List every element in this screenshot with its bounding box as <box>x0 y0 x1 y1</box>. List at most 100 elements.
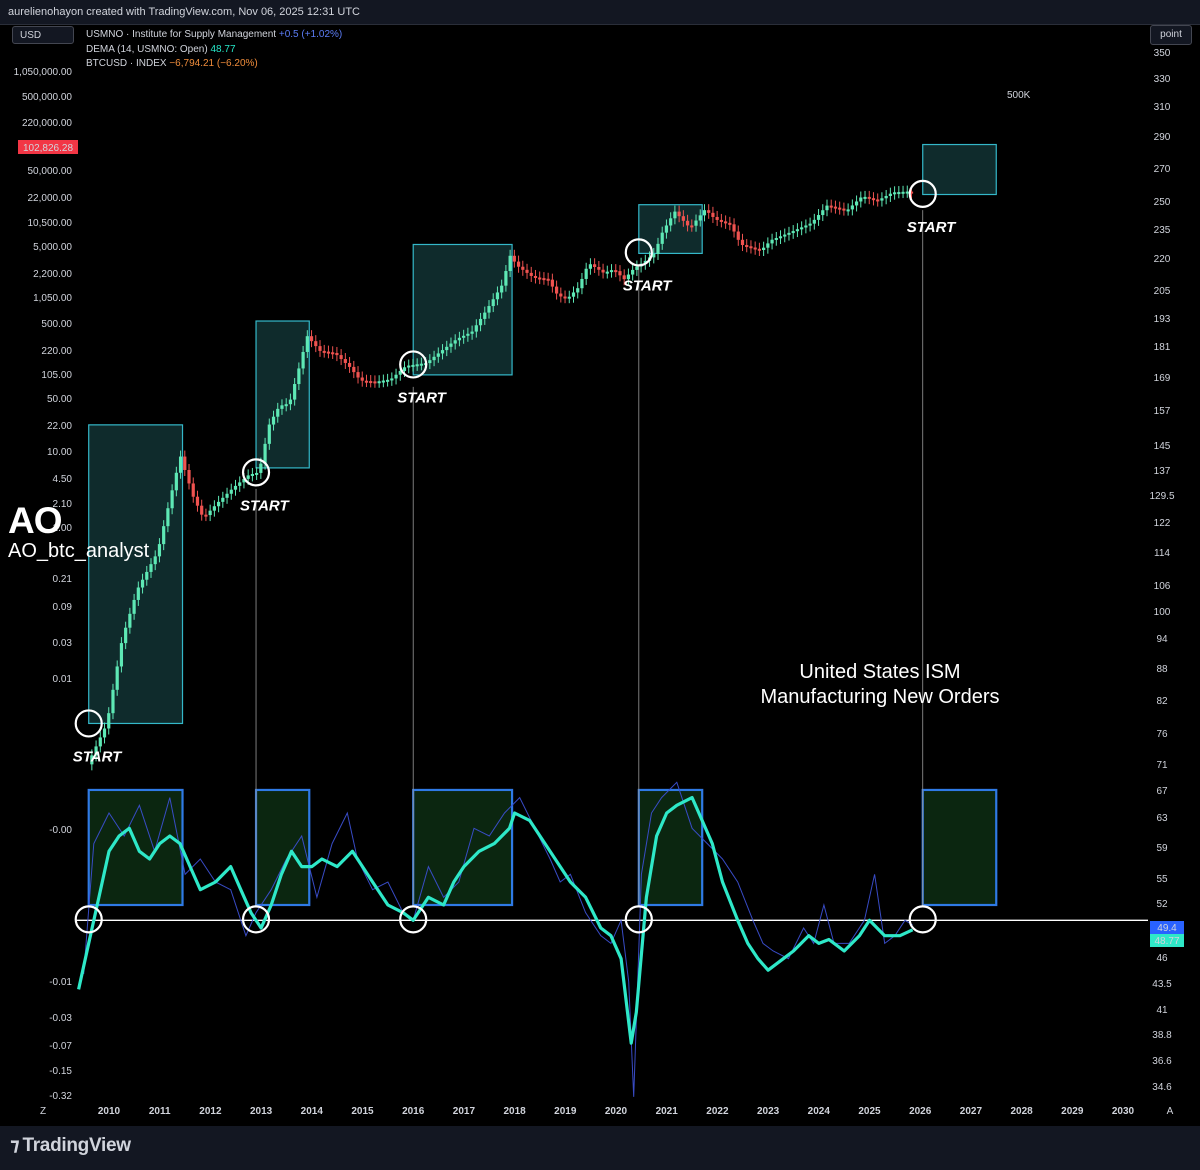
btc-candle-body <box>326 351 331 354</box>
btc-candle-body <box>466 333 470 336</box>
right-axis-tick-label: 330 <box>1154 74 1171 85</box>
btc-candle-body <box>136 587 140 600</box>
btc-candle-body <box>119 643 124 667</box>
btc-candle-body <box>453 340 457 344</box>
btc-candle-body <box>250 473 254 476</box>
legend-row-btc[interactable]: BTCUSD · INDEX −6,794.21 (−6.20%) <box>86 57 342 72</box>
footer-bar <box>0 1126 1200 1170</box>
legend-row-usmno[interactable]: USMNO · Institute for Supply Management … <box>86 28 342 43</box>
right-axis-tick-label: 157 <box>1154 406 1171 417</box>
right-axis-tick-label: 205 <box>1154 286 1171 297</box>
btc-candle-body <box>643 260 647 264</box>
btc-candle-body <box>436 353 440 357</box>
btc-candle-body <box>711 212 715 217</box>
btc-candle-body <box>293 384 297 400</box>
chart-credit: aurelienohayon created with TradingView.… <box>8 6 361 18</box>
x-axis-tick-label: 2010 <box>98 1106 121 1117</box>
right-axis-tick-label: 59 <box>1156 843 1168 854</box>
btc-candle-body <box>504 271 508 286</box>
right-axis-tick-label: 106 <box>1154 581 1171 592</box>
btc-candle-body <box>132 599 136 614</box>
left-axis-tick-label: -0.32 <box>49 1091 72 1102</box>
btc-candle-body <box>115 666 119 690</box>
btc-candle-body <box>483 312 487 319</box>
btc-candle-body <box>770 239 774 244</box>
btc-candle-body <box>757 248 761 251</box>
btc-candle-body <box>669 218 673 226</box>
scale-mode-button[interactable]: point <box>1150 25 1192 45</box>
btc-candle-body <box>554 286 559 294</box>
btc-candle-body <box>191 483 195 497</box>
btc-candle-body <box>664 225 669 233</box>
btc-candle-body <box>288 399 293 405</box>
btc-candle-body <box>584 268 588 279</box>
btc-candle-body <box>314 341 318 347</box>
last-price-badge-label: 102,826.28 <box>23 143 73 154</box>
right-axis-tick-label: 88 <box>1156 664 1168 675</box>
btc-candle-body <box>183 456 187 471</box>
chart-canvas[interactable]: START START START START START 500K 1,050,000.0… <box>0 0 1200 1126</box>
btc-candle-body <box>762 247 766 251</box>
legend-btc-name: BTCUSD · INDEX <box>86 58 167 69</box>
btc-candle-body <box>909 191 914 194</box>
left-axis-tick-label: 500,000.00 <box>22 92 72 103</box>
btc-candle-body <box>821 210 825 216</box>
left-axis-tick-label: 50.00 <box>47 394 72 405</box>
btc-candle-body <box>546 278 550 281</box>
left-axis-tick-label: -0.03 <box>49 1013 72 1024</box>
btc-candle-body <box>385 379 390 382</box>
right-axis-tick-label: 350 <box>1154 48 1171 59</box>
btc-candle-body <box>550 279 554 287</box>
btc-candle-body <box>880 198 884 201</box>
right-axis-tick-label: 46 <box>1156 953 1168 964</box>
right-axis-tick-label: 63 <box>1156 813 1168 824</box>
btc-candle-body <box>390 378 394 381</box>
btc-candle-body <box>766 243 770 248</box>
watermark-handle: AO_btc_analyst <box>8 540 150 562</box>
btc-candle-body <box>162 526 166 545</box>
btc-candle-body <box>212 506 216 511</box>
btc-candle-body <box>255 472 259 475</box>
left-axis-tick-label: 1,050,000.00 <box>14 67 73 78</box>
right-axis-tick-label: 250 <box>1154 197 1171 208</box>
btc-candle-body <box>677 211 681 217</box>
btc-candle-body <box>715 216 719 220</box>
ism-annotation-line2: Manufacturing New Orders <box>760 686 1000 708</box>
btc-candle-body <box>440 350 445 354</box>
btc-candle-body <box>419 363 423 366</box>
btc-candle-body <box>702 210 707 216</box>
btc-candle-body <box>533 275 538 278</box>
legend-row-dema[interactable]: DEMA (14, USMNO: Open) 48.77 <box>86 43 342 58</box>
btc-candle-body <box>736 231 740 240</box>
btc-candle-body <box>897 192 901 195</box>
currency-selector[interactable]: USD <box>12 26 74 44</box>
right-axis-tick-label: 220 <box>1154 254 1171 265</box>
left-axis-tick-label: 220.00 <box>41 346 72 357</box>
btc-candle-body <box>128 613 132 628</box>
tradingview-brand: TradingView <box>22 1135 131 1156</box>
chart-frame <box>0 24 1200 1127</box>
btc-candle-body <box>98 737 102 747</box>
btc-candle-body <box>867 196 871 199</box>
left-axis-tick-label: -0.01 <box>49 977 72 988</box>
btc-candle-body <box>749 246 753 249</box>
right-axis-tick-label: 145 <box>1154 441 1171 452</box>
btc-candle-body <box>521 266 525 270</box>
btc-candle-body <box>804 225 808 228</box>
left-axis-tick-label: -0.15 <box>49 1066 72 1077</box>
tradingview-logo[interactable]: ⁊ TradingView <box>10 1134 131 1157</box>
btc-candle-body <box>884 195 888 199</box>
left-axis-tick-label: 1.00 <box>53 523 73 534</box>
btc-candle-body <box>373 381 377 384</box>
cycle-box-bottom <box>412 788 514 907</box>
btc-candle-body <box>753 247 757 250</box>
btc-candle-body <box>157 544 162 557</box>
btc-candle-body <box>331 352 335 355</box>
btc-candle-body <box>656 243 660 254</box>
btc-candle-body <box>825 205 829 211</box>
btc-candle-body <box>871 198 876 201</box>
btc-candle-body <box>280 405 284 409</box>
btc-candle-body <box>698 215 702 221</box>
start-label: START <box>397 389 447 406</box>
btc-candle-body <box>364 380 369 383</box>
